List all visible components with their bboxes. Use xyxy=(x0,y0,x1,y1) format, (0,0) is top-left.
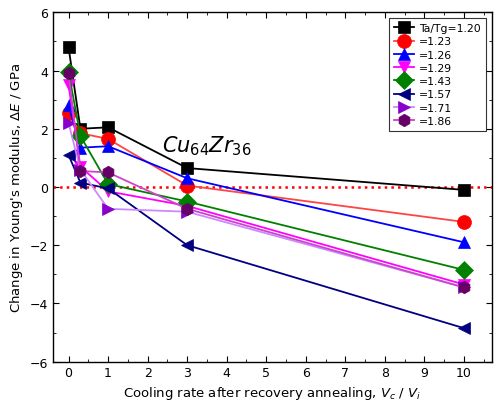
=1.43 xyxy=(461,268,467,273)
Ta/Tg=1.20 xyxy=(461,188,467,193)
=1.71 xyxy=(105,207,111,212)
=1.57 xyxy=(461,326,467,331)
=1.29 xyxy=(66,83,71,88)
=1.86 xyxy=(184,207,190,212)
=1.86 xyxy=(78,169,84,174)
Line: =1.29: =1.29 xyxy=(62,80,470,291)
=1.43 xyxy=(184,200,190,204)
=1.26 xyxy=(184,176,190,181)
Text: $Cu_{64}Zr_{36}$: $Cu_{64}Zr_{36}$ xyxy=(162,134,252,157)
=1.29 xyxy=(461,282,467,287)
Ta/Tg=1.20 xyxy=(78,127,84,132)
=1.57 xyxy=(66,153,71,158)
=1.57 xyxy=(184,243,190,248)
=1.43 xyxy=(78,134,84,139)
=1.26 xyxy=(66,104,71,109)
Line: =1.57: =1.57 xyxy=(62,149,470,335)
Line: Ta/Tg=1.20: Ta/Tg=1.20 xyxy=(63,43,470,196)
=1.71 xyxy=(461,285,467,290)
=1.23 xyxy=(78,131,84,136)
=1.26 xyxy=(78,146,84,151)
Line: =1.43: =1.43 xyxy=(62,67,470,276)
Ta/Tg=1.20 xyxy=(105,126,111,130)
=1.23 xyxy=(184,184,190,189)
=1.71 xyxy=(184,210,190,215)
=1.23 xyxy=(66,111,71,116)
=1.86 xyxy=(66,72,71,77)
Ta/Tg=1.20 xyxy=(66,46,71,51)
=1.57 xyxy=(105,187,111,191)
Ta/Tg=1.20 xyxy=(184,166,190,171)
Line: =1.86: =1.86 xyxy=(62,68,470,294)
Legend: Ta/Tg=1.20, =1.23, =1.26, =1.29, =1.43, =1.57, =1.71, =1.86: Ta/Tg=1.20, =1.23, =1.26, =1.29, =1.43, … xyxy=(388,19,486,132)
=1.71 xyxy=(66,121,71,126)
=1.26 xyxy=(105,144,111,149)
=1.43 xyxy=(66,70,71,75)
=1.43 xyxy=(105,182,111,187)
Y-axis label: Change in Young's modulus, $\Delta E$ / GPa: Change in Young's modulus, $\Delta E$ / … xyxy=(8,63,25,312)
=1.29 xyxy=(78,165,84,170)
=1.57 xyxy=(78,181,84,186)
=1.86 xyxy=(105,171,111,175)
Line: =1.23: =1.23 xyxy=(62,107,471,229)
=1.29 xyxy=(184,204,190,209)
Line: =1.26: =1.26 xyxy=(62,100,470,249)
X-axis label: Cooling rate after recovery annealing, $V_c$ / $V_i$: Cooling rate after recovery annealing, $… xyxy=(123,384,421,401)
=1.71 xyxy=(78,168,84,173)
=1.86 xyxy=(461,285,467,290)
=1.26 xyxy=(461,240,467,245)
=1.23 xyxy=(461,220,467,225)
=1.23 xyxy=(105,137,111,142)
=1.29 xyxy=(105,189,111,194)
Line: =1.71: =1.71 xyxy=(62,117,470,294)
